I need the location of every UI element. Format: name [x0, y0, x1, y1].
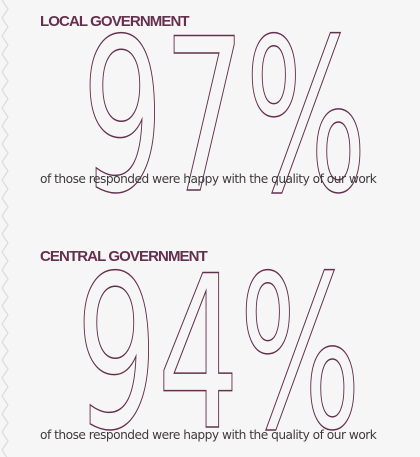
percentage-figure: 97%	[82, 24, 368, 196]
section-title: LOCAL GOVERNMENT	[40, 13, 190, 30]
section-caption: of those responded were happy with the q…	[40, 172, 377, 186]
percentage-figure: 94%	[76, 261, 362, 433]
zigzag-border	[1, 0, 9, 457]
central-government-section: CENTRAL GOVERNMENT 94% of those responde…	[0, 235, 420, 457]
local-government-section: LOCAL GOVERNMENT 97% of those responded …	[0, 0, 420, 200]
percentage-value: 97%	[82, 24, 367, 196]
section-caption: of those responded were happy with the q…	[40, 428, 377, 442]
section-title: CENTRAL GOVERNMENT	[40, 248, 208, 265]
percentage-value: 94%	[76, 261, 361, 433]
